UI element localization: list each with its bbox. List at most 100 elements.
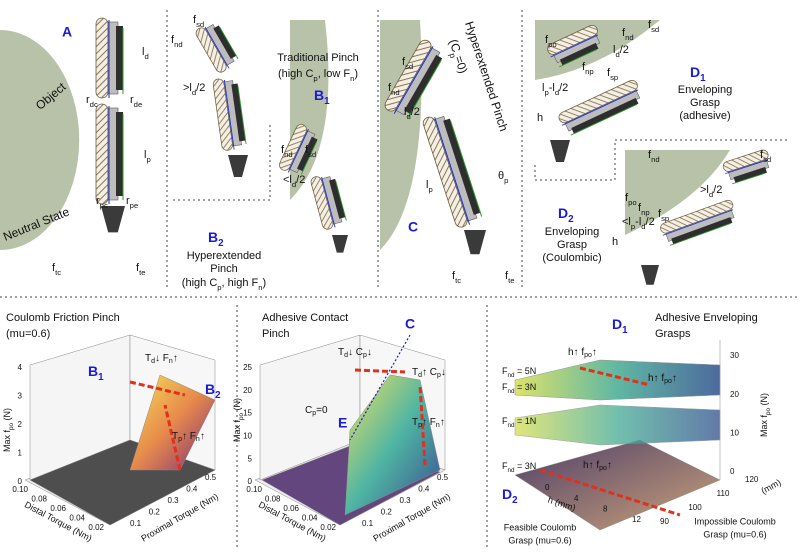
dimension: rde (130, 94, 142, 109)
tick-label: 5 (248, 454, 253, 463)
text-part: ↑ F (422, 417, 436, 428)
text-part: ↑ (200, 431, 205, 442)
subscript: p (428, 185, 432, 194)
annotation: h↑ fpo↑ (583, 460, 612, 473)
subscript: p (146, 155, 150, 164)
annotation: B1 (88, 363, 104, 383)
text-part: Max f (759, 415, 769, 438)
annotation: Tp↑ Fn↑ (172, 431, 205, 444)
subscript: 1 (700, 73, 706, 84)
tendon (335, 180, 347, 221)
subscript: n (169, 358, 173, 365)
dimension: ld/2 (613, 44, 629, 59)
tick-label: 0.10 (246, 485, 262, 494)
text-part: l (542, 82, 544, 94)
text-part: = 5N (515, 366, 537, 376)
subscript: d (406, 112, 410, 121)
dimension: fnp (582, 61, 594, 76)
tick-label: 4 (18, 363, 23, 372)
dimension: fte (505, 270, 514, 285)
subscript: p (313, 74, 317, 83)
text-part: θ (498, 170, 504, 182)
text-part: f (193, 14, 197, 26)
annotation: Fnd = 3N (502, 382, 536, 395)
finger (95, 17, 124, 99)
text-part: <l (283, 174, 292, 186)
dimension: fsd (760, 149, 771, 164)
finger (660, 199, 735, 246)
annotation: E (338, 415, 347, 431)
tick-label: 0.1 (130, 519, 142, 528)
tendon (393, 45, 434, 115)
dimension: lp (426, 179, 433, 194)
tendon (559, 48, 597, 68)
tick-label: 0.4 (186, 485, 198, 494)
tendon (219, 26, 239, 60)
text-part: f (658, 208, 662, 220)
dimension: rdc (86, 94, 98, 109)
text-part: l (613, 44, 615, 56)
tendon (662, 209, 734, 236)
text-part: l (142, 46, 144, 58)
text-part: (high C (182, 277, 218, 289)
tendon (300, 140, 318, 175)
text-part: D (502, 486, 512, 502)
annotation: Fnd = 1N (502, 416, 536, 429)
subscript: 2 (568, 214, 574, 225)
text-part: = 1N (515, 416, 537, 426)
subscript: p (544, 88, 548, 97)
dimension: fnd (648, 149, 660, 164)
dimension: lp (144, 149, 151, 164)
tick-label: 0.08 (265, 495, 281, 504)
text-part: D (690, 64, 700, 80)
text-part: F (502, 461, 508, 471)
text-part: -l (549, 82, 555, 94)
finger (212, 78, 247, 151)
tick-label: 2 (18, 420, 23, 429)
label: <ld/2 (283, 174, 305, 189)
text-part: r (126, 195, 130, 207)
dimension: fpo (625, 192, 637, 207)
annotation: Td↓ Cp↓ (338, 347, 372, 360)
tick-label: 90 (660, 517, 669, 526)
subscript: np (585, 67, 594, 76)
tick-label: 20 (730, 390, 739, 399)
arrow (354, 368, 406, 374)
text-part: f (760, 149, 764, 161)
pad (95, 17, 109, 99)
surface (129, 374, 216, 471)
text-part: (high C (278, 68, 314, 80)
text-part: f (402, 56, 406, 68)
subscript: 2 (215, 390, 221, 401)
tick-label: 0 (248, 477, 253, 486)
panel-title: Enveloping (678, 84, 732, 96)
panel-label: B1 (314, 87, 330, 107)
subscript: d (192, 88, 196, 97)
tendon (434, 117, 471, 225)
text-part: T (412, 367, 418, 378)
text-part: >l (700, 184, 709, 196)
axis-label: Max fpo (N) (759, 393, 772, 437)
subscript: sd (763, 155, 771, 164)
text-part: r (130, 94, 134, 106)
finger (422, 115, 483, 228)
tick-label: 20 (243, 386, 252, 395)
text-part: ) (263, 277, 267, 289)
tick-label: 120 (745, 475, 759, 484)
tendon (407, 59, 442, 118)
axis-label: (mm) (759, 477, 782, 496)
body (671, 217, 733, 245)
annotation: Fnd = 5N (502, 366, 536, 379)
subscript: de (134, 100, 143, 109)
annotation: C (405, 316, 415, 332)
text-part: Max f (2, 430, 12, 453)
panel-title: Traditional Pinch (277, 52, 359, 64)
text-part: B (314, 87, 324, 103)
arrow (539, 468, 681, 517)
text-part: ↓ (441, 367, 446, 378)
text-part: T (145, 353, 151, 364)
subscript: d (292, 180, 296, 189)
text-part: B (205, 381, 215, 397)
subscript: p (447, 52, 458, 60)
